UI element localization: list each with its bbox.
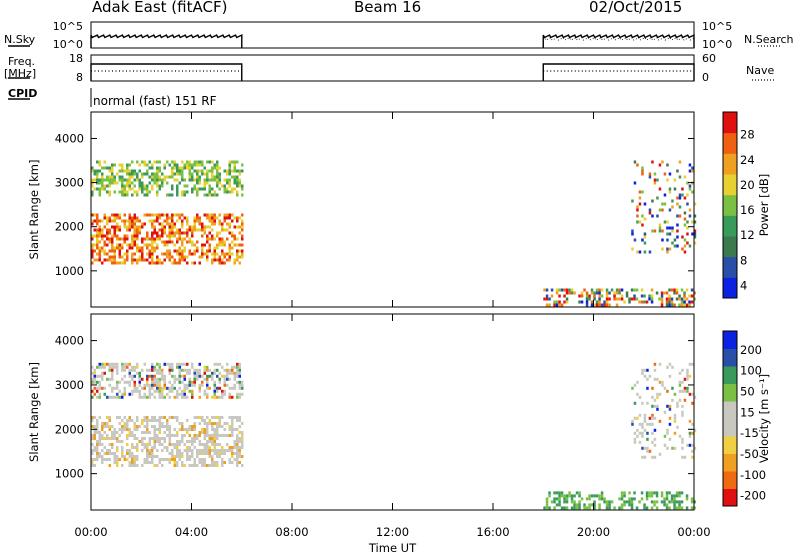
noise-left-tick-top: 10^5 — [53, 20, 83, 33]
freq-right-tick-bottom: 0 — [702, 71, 709, 84]
velocity-colorbar-cell-3 — [723, 436, 737, 454]
freq-left-tick-top: 18 — [69, 52, 83, 65]
power-ylabel: Slant Range [km] — [27, 160, 41, 260]
power-colorbar-frame — [722, 111, 738, 299]
velocity-colorbar-cell-8 — [723, 348, 737, 367]
freq-label-1: Freq. — [8, 55, 36, 68]
noise-trace-1-0 — [542, 37, 695, 48]
velocity-colorbar-cell-9 — [723, 331, 737, 349]
xtick-label-1: 04:00 — [175, 525, 208, 539]
freq-trace-0-0 — [90, 63, 243, 81]
power-colorbar-cell-5 — [723, 174, 737, 196]
noise-trace-0-0 — [90, 34, 243, 49]
velocity-colorbar-cell-4 — [723, 418, 737, 437]
power-cbtick-0: 28 — [740, 128, 755, 142]
nave-label: Nave — [746, 64, 775, 77]
power-ytick-2: 2000 — [55, 220, 84, 234]
velocity-colorbar-cell-5 — [723, 401, 737, 419]
power-ytick-3: 1000 — [55, 264, 84, 278]
power-colorbar-cell-8 — [723, 112, 737, 134]
power-ytick-1: 3000 — [55, 176, 84, 190]
power-cbtick-4: 12 — [740, 228, 755, 242]
velocity-colorbar-cell-0 — [723, 488, 737, 507]
noise-right-tick-bottom: 10^0 — [702, 38, 732, 51]
xtick-label-6: 00:00 — [677, 525, 710, 539]
noise-left-tick-bottom: 10^0 — [53, 38, 83, 51]
freq-panel-frame — [90, 54, 695, 82]
nsky-label: N.Sky — [4, 33, 36, 46]
velocity-background — [91, 314, 694, 510]
power-colorbar-cell-7 — [723, 132, 737, 154]
velocity-cbtick-3: 15 — [740, 405, 755, 419]
velocity-cbtick-5: -50 — [740, 447, 759, 461]
power-colorbar-cell-4 — [723, 194, 737, 216]
velocity-colorbar-frame — [722, 330, 738, 507]
power-background — [91, 112, 694, 307]
velocity-ytick-1: 3000 — [55, 378, 84, 392]
power-region-2 — [543, 288, 696, 307]
cpid-label: CPID — [8, 87, 38, 100]
velocity-ytick-0: 4000 — [55, 334, 84, 348]
velocity-cbtick-1: 100 — [740, 364, 762, 378]
cpid-value: normal (fast) 151 RF — [93, 94, 217, 108]
velocity-colorbar-label: Velocity [m s⁻¹] — [757, 374, 771, 463]
beam-title: Beam 16 — [354, 0, 422, 16]
power-panel — [90, 111, 738, 308]
freq-label-2: [MHz] — [4, 67, 37, 80]
power-colorbar-cell-2 — [723, 236, 737, 258]
xtick-label-2: 08:00 — [275, 525, 308, 539]
power-cbtick-3: 16 — [740, 203, 755, 217]
velocity-ytick-3: 1000 — [55, 467, 84, 481]
power-ytick-0: 4000 — [55, 131, 84, 145]
power-colorbar-cell-3 — [723, 215, 737, 237]
power-colorbar-cell-0 — [723, 277, 737, 299]
xtick-label-5: 20:00 — [577, 525, 610, 539]
xtick-label-3: 12:00 — [376, 525, 409, 539]
velocity-ytick-2: 2000 — [55, 422, 84, 436]
power-colorbar-cell-6 — [723, 153, 737, 175]
velocity-panel — [90, 313, 738, 511]
velocity-colorbar-cell-2 — [723, 453, 737, 472]
power-cbtick-6: 4 — [740, 278, 747, 292]
xtick-label-4: 16:00 — [476, 525, 509, 539]
noise-panel-frame — [90, 21, 695, 49]
freq-left-tick-bottom: 8 — [76, 71, 83, 84]
power-region-3 — [631, 160, 697, 254]
xtick-label-0: 00:00 — [74, 525, 107, 539]
velocity-region-1 — [91, 362, 244, 399]
freq-trace-0-1 — [542, 63, 695, 81]
noise-trace-0-1 — [542, 34, 695, 48]
power-cbtick-1: 24 — [740, 153, 755, 167]
power-region-0 — [91, 213, 244, 265]
velocity-cbtick-4: -15 — [740, 426, 759, 440]
velocity-region-0 — [91, 416, 244, 467]
power-colorbar-cell-1 — [723, 256, 737, 278]
velocity-colorbar-cell-7 — [723, 366, 737, 384]
velocity-cbtick-2: 50 — [740, 384, 755, 398]
date-title: 02/Oct/2015 — [589, 0, 683, 16]
velocity-colorbar-cell-1 — [723, 471, 737, 489]
velocity-cbtick-7: -200 — [740, 489, 766, 503]
power-colorbar-label: Power [dB] — [757, 174, 771, 237]
velocity-cbtick-6: -100 — [740, 468, 766, 482]
nsearch-label: N.Search — [744, 33, 794, 46]
noise-right-tick-top: 10^5 — [702, 20, 732, 33]
xaxis-label: Time UT — [368, 541, 417, 554]
velocity-region-3 — [631, 362, 697, 459]
velocity-region-2 — [543, 491, 696, 510]
velocity-cbtick-0: 200 — [740, 343, 762, 357]
power-cbtick-5: 8 — [740, 253, 747, 267]
velocity-ylabel: Slant Range [km] — [27, 362, 41, 462]
power-region-1 — [91, 160, 244, 197]
velocity-colorbar-cell-6 — [723, 383, 737, 402]
power-cbtick-2: 20 — [740, 178, 755, 192]
station-title: Adak East (fitACF) — [92, 0, 228, 16]
freq-right-tick-top: 60 — [702, 52, 716, 65]
